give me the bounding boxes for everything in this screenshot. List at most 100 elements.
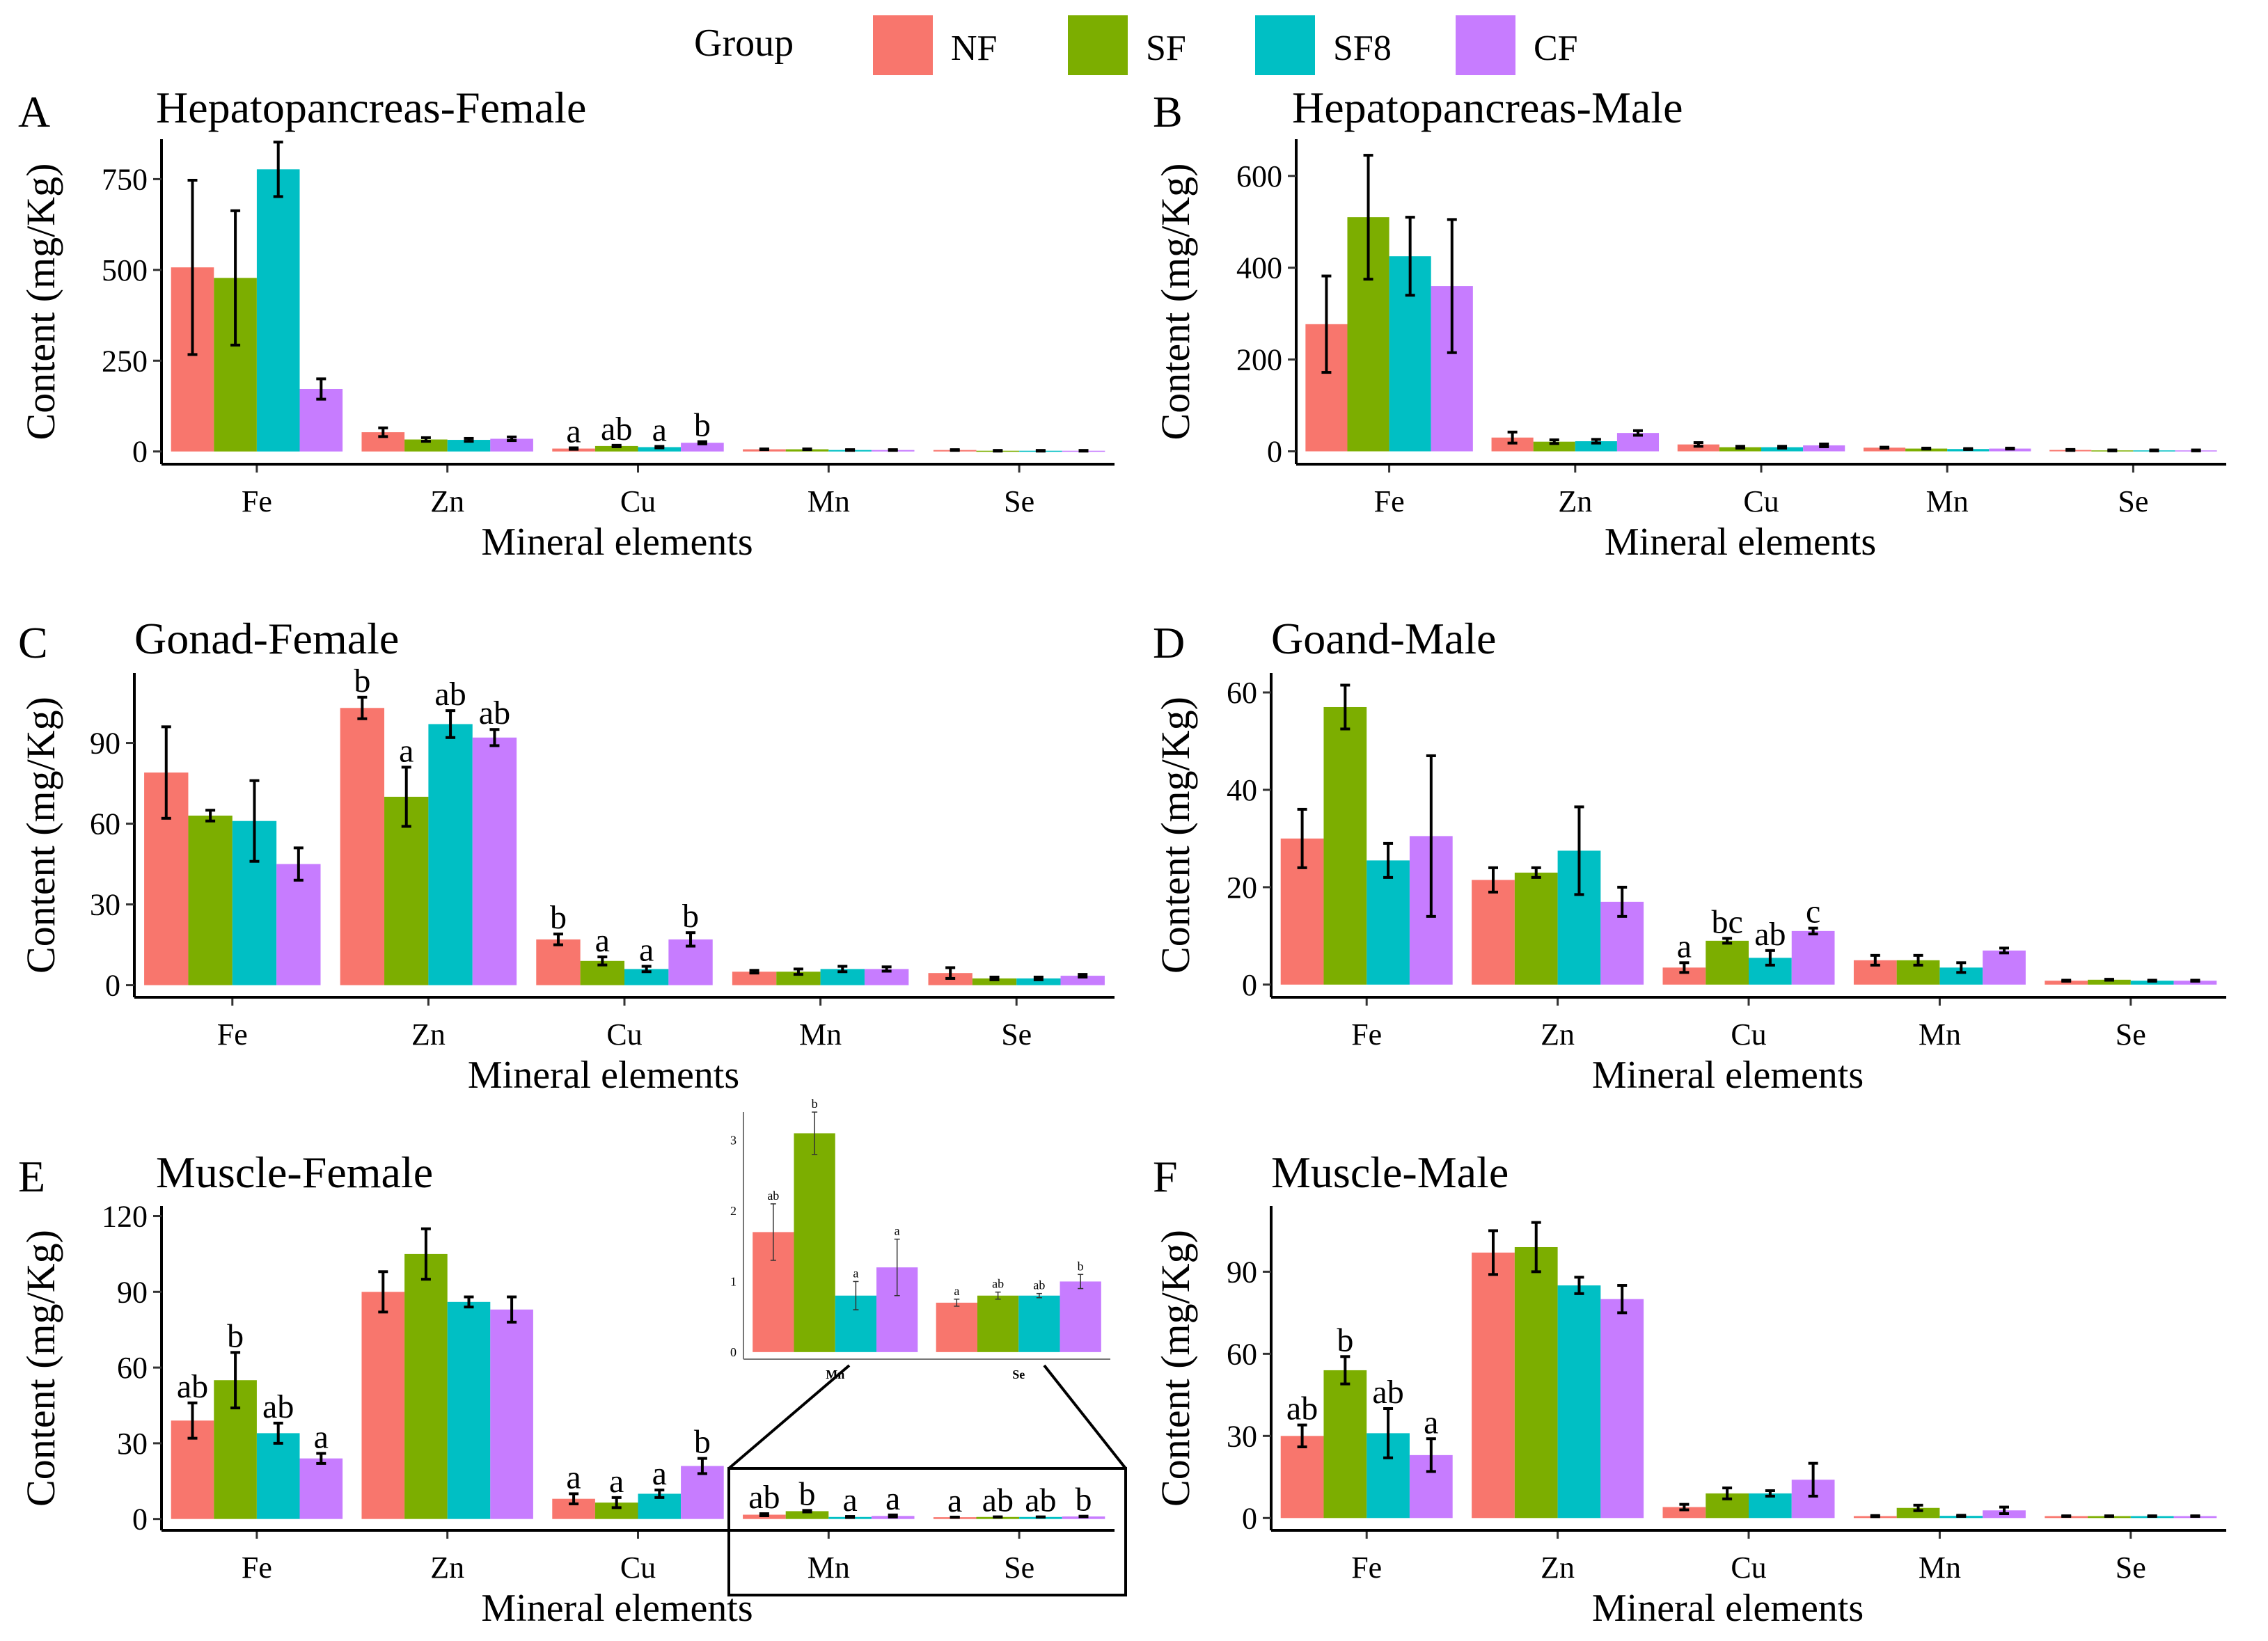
zoom-connector-left bbox=[727, 1364, 851, 1470]
y-tick-label: 120 bbox=[102, 1200, 148, 1234]
bar-sf-cu bbox=[594, 1503, 638, 1519]
bar-sf-cu bbox=[594, 445, 638, 452]
bar-cf-cu bbox=[1803, 445, 1845, 452]
bar-sf-cu bbox=[1706, 940, 1749, 985]
legend-key-cf bbox=[1456, 15, 1515, 75]
x-tick-label: Zn bbox=[430, 1551, 464, 1585]
significance-label: b bbox=[694, 1424, 711, 1461]
panel-title: Muscle-Female bbox=[156, 1148, 433, 1197]
bar-cf-mn bbox=[864, 969, 909, 985]
bar-sf8-se bbox=[2130, 981, 2174, 985]
inset-x-tick-label: Mn bbox=[826, 1368, 844, 1381]
bar-sf8-fe bbox=[1367, 860, 1410, 985]
bar-sf8-zn bbox=[447, 1301, 491, 1519]
significance-label: a bbox=[595, 922, 610, 959]
significance-label: ab bbox=[177, 1368, 208, 1405]
significance-label: b bbox=[227, 1317, 244, 1354]
legend-key-sf8 bbox=[1255, 15, 1315, 75]
significance-label: ab bbox=[434, 676, 466, 713]
x-tick-label: Mn bbox=[1926, 484, 1969, 518]
y-tick-label: 60 bbox=[1227, 676, 1257, 710]
y-tick-label: 600 bbox=[1236, 159, 1282, 193]
significance-label: b bbox=[798, 1475, 815, 1512]
legend-key-sf bbox=[1068, 15, 1128, 75]
significance-label: ab bbox=[748, 1479, 780, 1516]
x-tick-label: Fe bbox=[1351, 1551, 1382, 1585]
y-tick-label: 30 bbox=[117, 1427, 148, 1461]
x-tick-label: Zn bbox=[1558, 484, 1592, 518]
bar-sf-zn bbox=[1533, 441, 1575, 452]
bar-cf-zn bbox=[1600, 1299, 1644, 1519]
y-axis-title: Content (mg/Kg) bbox=[18, 697, 63, 974]
bar-nf-zn bbox=[1472, 880, 1515, 985]
x-tick-label: Mn bbox=[1919, 1551, 1961, 1585]
significance-label: ab bbox=[262, 1388, 294, 1425]
bar-sf-zn bbox=[1514, 872, 1558, 985]
x-tick-label: Zn bbox=[1541, 1551, 1575, 1585]
bar-cf-cu bbox=[1791, 930, 1835, 985]
significance-label: bc bbox=[1711, 903, 1742, 940]
inset-significance-label: ab bbox=[992, 1277, 1004, 1291]
significance-label: a bbox=[609, 1463, 624, 1500]
x-tick-label: Se bbox=[2118, 484, 2148, 518]
y-tick-label: 30 bbox=[1227, 1419, 1257, 1453]
significance-label: b bbox=[354, 663, 370, 699]
bar-nf-cu bbox=[1677, 444, 1719, 452]
bar-cf-zn bbox=[472, 737, 517, 985]
significance-label: a bbox=[842, 1482, 857, 1519]
y-axis-title: Content (mg/Kg) bbox=[1153, 1230, 1198, 1507]
bar-cf-fe bbox=[299, 1458, 343, 1519]
y-tick-label: 40 bbox=[1227, 773, 1257, 807]
panel-letter: C bbox=[18, 618, 48, 667]
significance-label: a bbox=[652, 411, 667, 448]
y-tick-label: 500 bbox=[102, 253, 148, 287]
legend-label-sf8: SF8 bbox=[1333, 29, 1392, 68]
inset-x-tick-label: Se bbox=[1012, 1368, 1025, 1381]
bar-nf-fe bbox=[1280, 1436, 1324, 1519]
inset-bar-sf8-se bbox=[1018, 1295, 1060, 1352]
panel-letter: E bbox=[18, 1152, 45, 1201]
x-axis-title: Mineral elements bbox=[1592, 1054, 1864, 1097]
y-tick-label: 20 bbox=[1227, 871, 1257, 905]
inset-y-tick-label: 3 bbox=[730, 1134, 737, 1148]
bar-nf-mn bbox=[732, 972, 777, 985]
bar-sf8-zn bbox=[447, 440, 491, 452]
bar-sf8-zn bbox=[1557, 1285, 1601, 1519]
y-tick-label: 0 bbox=[105, 969, 120, 1003]
bar-nf-se bbox=[2045, 981, 2088, 985]
y-axis-title: Content (mg/Kg) bbox=[18, 164, 63, 441]
x-axis-title: Mineral elements bbox=[468, 1054, 739, 1097]
y-tick-label: 0 bbox=[132, 1503, 148, 1537]
significance-label: a bbox=[947, 1482, 962, 1519]
significance-label: ab bbox=[1754, 916, 1786, 953]
bar-nf-cu bbox=[536, 939, 581, 985]
significance-label: a bbox=[885, 1480, 900, 1517]
y-tick-label: 0 bbox=[1267, 435, 1282, 469]
inset-y-tick-label: 0 bbox=[730, 1345, 737, 1359]
x-tick-label: Cu bbox=[1731, 1551, 1766, 1585]
bar-sf8-cu bbox=[638, 447, 682, 452]
x-tick-label: Cu bbox=[620, 484, 656, 518]
bar-sf-fe bbox=[1323, 706, 1367, 985]
y-tick-label: 0 bbox=[1242, 1501, 1257, 1535]
y-tick-label: 90 bbox=[1227, 1255, 1257, 1289]
x-tick-label: Se bbox=[1004, 1551, 1034, 1585]
y-tick-label: 0 bbox=[1242, 968, 1257, 1002]
bar-cf-mn bbox=[1983, 950, 2026, 985]
panel-letter: A bbox=[18, 87, 50, 136]
significance-label: ab bbox=[1286, 1390, 1318, 1427]
bar-cf-zn bbox=[490, 1309, 533, 1519]
bar-cf-se bbox=[2173, 981, 2217, 985]
y-tick-label: 400 bbox=[1236, 251, 1282, 285]
bar-sf-zn bbox=[404, 439, 448, 452]
bar-nf-zn bbox=[1472, 1252, 1515, 1519]
y-tick-label: 90 bbox=[90, 727, 120, 761]
significance-label: a bbox=[566, 413, 581, 450]
bar-sf-mn bbox=[776, 972, 821, 985]
y-tick-label: 60 bbox=[90, 807, 120, 841]
x-tick-label: Zn bbox=[411, 1017, 446, 1052]
panel-b: B Hepatopancreas-Male Fe Zn Cu Mn Se 0 200 400 600… bbox=[1153, 83, 2226, 564]
